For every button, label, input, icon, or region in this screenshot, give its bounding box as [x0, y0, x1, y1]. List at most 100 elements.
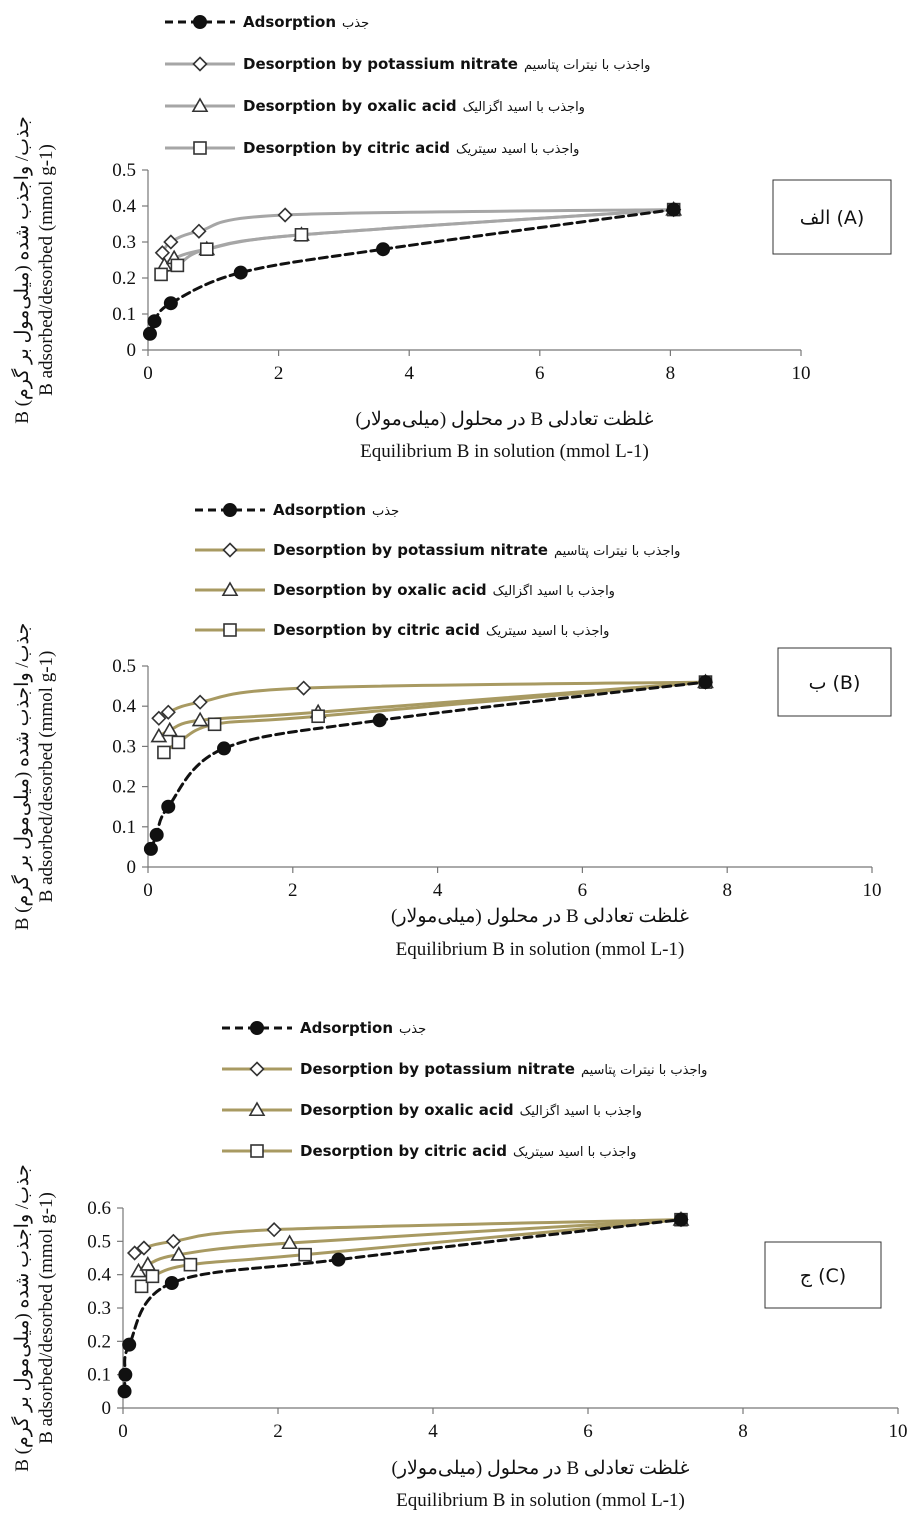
y-tick-label: 0.6 [87, 1198, 111, 1219]
legend-series-name: Adsorption [243, 13, 336, 31]
legend-circle-marker [250, 1021, 264, 1035]
data-point-square [183, 1257, 198, 1272]
data-point-diamond [163, 234, 179, 250]
data-point-square [298, 1247, 312, 1262]
y-tick-label: 0.3 [112, 232, 136, 253]
y-tick-label: 0 [127, 340, 137, 361]
y-tick-label: 0.4 [112, 696, 136, 717]
legend-series-name: Desorption by potassium nitrate [273, 541, 548, 559]
data-point-circle [122, 1337, 137, 1352]
legend-series-name: Desorption by citric acid [243, 139, 450, 157]
legend-square-marker [250, 1144, 264, 1158]
panel-label-box [772, 179, 892, 255]
y-tick-label: 0.5 [87, 1231, 111, 1252]
data-point-diamond [154, 245, 170, 261]
panel-label-box [764, 1241, 882, 1309]
data-point-square [145, 1269, 160, 1284]
data-point-square [171, 735, 186, 750]
data-point-circle [149, 827, 164, 842]
legend-triangle-marker [191, 97, 209, 113]
legend-series-name-persian: واجذب با اسید اگزالیک [493, 583, 615, 599]
legend-series-name: Adsorption [300, 1019, 393, 1037]
x-tick-label: 10 [863, 880, 882, 901]
legend-series-name: Desorption by citric acid [300, 1142, 507, 1160]
data-point-circle [674, 1212, 688, 1227]
data-point-circle [117, 1384, 132, 1399]
y-tick-label: 0.3 [87, 1298, 111, 1319]
x-tick-label: 10 [889, 1421, 908, 1442]
panel-label: ج (C) [800, 1265, 846, 1287]
data-point-triangle [170, 1246, 188, 1261]
y-axis-title: B adsorbed/desorbed (mmol g-1) [36, 1192, 57, 1444]
y-tick-label: 0.2 [112, 777, 136, 798]
data-point-diamond [136, 1240, 152, 1256]
data-point-triangle [281, 1234, 299, 1250]
y-tick-label: 0.5 [112, 160, 136, 181]
data-point-square [157, 745, 171, 760]
panel-label: الف (A) [800, 207, 865, 229]
x-axis-title: Equilibrium B in solution (mmol L-1) [396, 1490, 685, 1511]
x-tick-label: 6 [578, 880, 588, 901]
data-point-square [294, 228, 309, 242]
data-point-diamond [192, 694, 208, 710]
y-tick-label: 0.4 [87, 1265, 111, 1286]
chart-panel-3: 0 0.1 0.2 0.3 0.4 0.5 0.6 0 2 4 6 8 10 غلظت تعادلی B … [10, 1019, 908, 1511]
data-point-circle [164, 1276, 179, 1290]
x-tick-label: 6 [535, 363, 545, 384]
data-point-square [207, 717, 222, 732]
data-point-circle [147, 314, 162, 329]
data-point-circle [217, 741, 232, 756]
x-axis-title: Equilibrium B in solution (mmol L-1) [396, 939, 685, 960]
legend-series-name-persian: واجذب با نیترات پتاسیم [581, 1063, 707, 1078]
data-point-circle [698, 675, 713, 690]
x-tick-label: 4 [433, 880, 443, 901]
x-tick-label: 10 [792, 363, 811, 384]
data-point-circle [233, 265, 248, 280]
legend-series-name-persian: جذب [342, 16, 369, 31]
y-tick-label: 0 [127, 857, 137, 878]
x-tick-label: 8 [722, 880, 732, 901]
data-point-circle [331, 1252, 346, 1267]
legend-series-name-persian: واجذب با نیترات پتاسیم [524, 58, 650, 73]
data-point-circle [143, 841, 158, 856]
x-tick-label: 2 [288, 880, 298, 901]
x-axis-title-persian: غلظت تعادلی B در محلول (میلی‌مولار) [356, 409, 654, 430]
legend-series-name: Desorption by oxalic acid [243, 97, 457, 115]
x-axis-title-persian: غلظت تعادلی B در محلول (میلی‌مولار) [391, 906, 689, 927]
data-point-diamond [296, 680, 312, 696]
data-point-circle [666, 202, 681, 217]
data-point-circle [142, 326, 157, 341]
legend-series-name-persian: واجذب با اسید سیتریک [513, 1145, 636, 1160]
chart-panel-2: 0 0.1 0.2 0.3 0.4 0.5 0 2 4 6 8 10 غلظت تعادلی B در … [10, 501, 892, 960]
x-tick-label: 0 [143, 880, 153, 901]
x-tick-label: 8 [666, 363, 676, 384]
y-tick-label: 0.1 [112, 304, 136, 325]
legend-series-name-persian: جذب [372, 504, 399, 519]
legend-series-name: Desorption by potassium nitrate [300, 1060, 575, 1078]
data-point-diamond [191, 223, 207, 239]
legend-series-name-persian: واجذب با اسید سیتریک [486, 624, 609, 639]
x-axis-title-persian: غلظت تعادلی B در محلول (میلی‌مولار) [392, 1458, 690, 1479]
legend-series-name-persian: واجذب با اسید اگزالیک [520, 1103, 642, 1119]
x-tick-label: 2 [274, 363, 284, 384]
data-point-circle [118, 1367, 133, 1382]
data-point-square [170, 258, 185, 273]
chart-panel-1: 0 0.1 0.2 0.3 0.4 0.5 0 2 4 6 8 10 غلظت تعادلی B در … [10, 13, 892, 462]
legend-series-name-persian: واجذب با اسید سیتریک [456, 142, 579, 157]
y-tick-label: 0.2 [87, 1331, 111, 1352]
y-axis-title: B adsorbed/desorbed (mmol g-1) [36, 144, 57, 396]
y-tick-label: 0.3 [112, 736, 136, 757]
x-tick-label: 8 [738, 1421, 748, 1442]
legend-series-name-persian: جذب [399, 1022, 426, 1037]
y-tick-label: 0.5 [112, 656, 136, 677]
legend-diamond-marker [249, 1061, 265, 1077]
legend-diamond-marker [192, 56, 208, 72]
x-tick-label: 4 [404, 363, 414, 384]
desorption-curve [140, 1218, 683, 1288]
legend-series-name: Adsorption [273, 501, 366, 519]
legend-series-name: Desorption by potassium nitrate [243, 55, 518, 73]
data-point-circle [163, 296, 178, 311]
x-tick-label: 4 [428, 1421, 438, 1442]
x-tick-label: 6 [583, 1421, 593, 1442]
